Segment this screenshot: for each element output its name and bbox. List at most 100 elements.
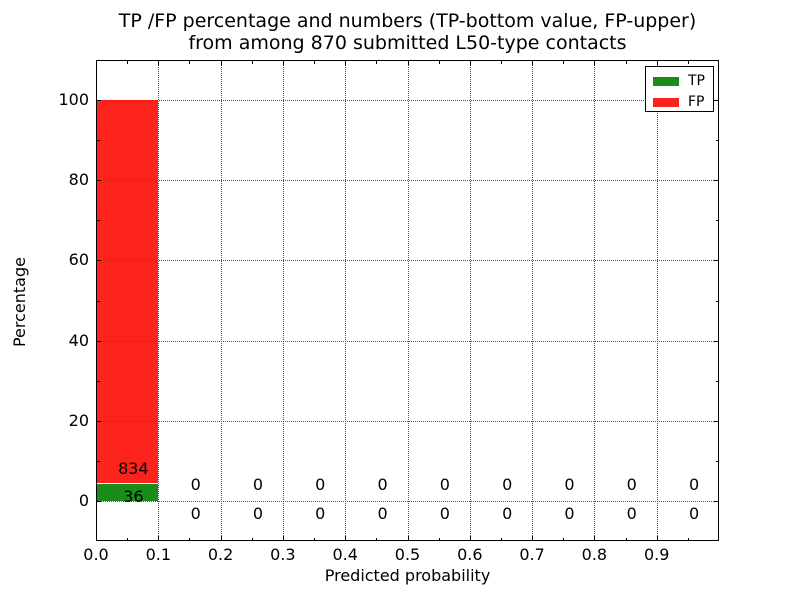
- tp-count-label-bin9: 0: [688, 503, 700, 523]
- bar-tp-bin0: [96, 484, 159, 501]
- fp-count-label-bin3: 0: [315, 475, 326, 495]
- fp-count-label-bin0: 834: [118, 458, 149, 478]
- x-tick-bottom: [282, 536, 284, 540]
- x-tick-label: 0.3: [270, 545, 296, 564]
- fp-count-label-bin6: 0: [502, 475, 513, 495]
- x-tick-top: [251, 61, 253, 64]
- tp-count-label-bin4: 0: [377, 503, 388, 523]
- x-tick-top: [345, 61, 347, 65]
- legend-swatch-tp-icon: [653, 76, 679, 86]
- x-tick-top: [687, 61, 689, 64]
- tp-count-label-bin8: 0: [626, 503, 637, 523]
- x-tick-top: [189, 61, 191, 64]
- chart-title: TP /FP percentage and numbers (TP-bottom…: [96, 10, 719, 54]
- x-tick-label: 0.9: [643, 545, 670, 564]
- plot-area: [96, 60, 719, 541]
- y-tick-left: [97, 260, 101, 262]
- gridline-vertical: [220, 61, 222, 540]
- chart-title-line2: from among 870 submitted L50-type contac…: [188, 32, 627, 54]
- y-tick-label: 40: [68, 330, 89, 350]
- y-tick-left: [97, 380, 100, 382]
- fp-count-label-bin5: 0: [439, 475, 450, 495]
- x-tick-bottom: [625, 537, 627, 540]
- tp-count-label-bin5: 0: [439, 503, 450, 523]
- x-tick-top: [282, 61, 284, 65]
- x-tick-bottom: [251, 537, 253, 540]
- x-tick-bottom: [158, 536, 160, 540]
- x-tick-bottom: [469, 536, 471, 540]
- legend-entry-tp: TP: [653, 73, 707, 89]
- y-tick-right: [714, 100, 718, 102]
- x-tick-top: [469, 61, 471, 65]
- tp-count-label-bin7: 0: [564, 503, 575, 523]
- x-tick-top: [314, 61, 316, 64]
- gridline-vertical: [407, 61, 409, 540]
- x-tick-label: 0.1: [145, 545, 172, 564]
- y-tick-left: [97, 140, 100, 142]
- y-tick-left: [97, 220, 100, 222]
- x-tick-bottom: [220, 536, 222, 540]
- fp-count-label-bin1: 0: [190, 475, 201, 495]
- x-tick-top: [438, 61, 440, 64]
- tp-count-label-bin2: 0: [252, 503, 264, 523]
- x-tick-label: 0.4: [332, 545, 358, 564]
- x-tick-top: [532, 61, 534, 65]
- x-tick-bottom: [189, 537, 191, 540]
- y-axis-label: Percentage: [10, 257, 29, 348]
- x-tick-label: 0.7: [519, 545, 545, 564]
- y-tick-right: [715, 220, 718, 222]
- x-tick-top: [563, 61, 565, 64]
- y-tick-right: [715, 300, 718, 302]
- x-tick-top: [158, 61, 160, 65]
- y-tick-left: [97, 300, 100, 302]
- gridline-vertical: [282, 61, 284, 540]
- fp-count-label-bin7: 0: [564, 475, 575, 495]
- legend-entry-fp: FP: [653, 94, 707, 110]
- tp-count-label-bin3: 0: [315, 503, 326, 523]
- y-tick-label: 20: [68, 410, 89, 430]
- x-tick-label: 0.6: [457, 545, 483, 564]
- x-tick-bottom: [127, 537, 129, 540]
- x-axis-label: Predicted probability: [324, 566, 491, 585]
- y-tick-right: [714, 420, 718, 422]
- x-tick-bottom: [376, 537, 378, 540]
- y-tick-label: 60: [68, 250, 89, 270]
- bar-fp-bin0: [96, 100, 159, 485]
- fp-count-label-bin4: 0: [377, 475, 388, 495]
- gridline-vertical: [469, 61, 471, 540]
- fp-count-label-bin2: 0: [252, 475, 264, 495]
- x-tick-bottom: [563, 537, 565, 540]
- y-tick-left: [97, 180, 101, 182]
- tp-count-label-bin0: 36: [123, 487, 144, 507]
- gridline-vertical: [345, 61, 347, 540]
- fp-count-label-bin8: 0: [626, 475, 637, 495]
- legend-label-fp: FP: [688, 94, 705, 110]
- gridline-vertical: [656, 61, 658, 540]
- y-tick-right: [715, 380, 718, 382]
- x-tick-top: [376, 61, 378, 64]
- y-tick-label: 0: [78, 490, 89, 510]
- x-tick-top: [625, 61, 627, 64]
- x-tick-top: [127, 61, 129, 64]
- y-tick-right: [714, 340, 718, 342]
- chart-title-line1: TP /FP percentage and numbers (TP-bottom…: [118, 10, 697, 32]
- gridline-vertical: [532, 61, 534, 540]
- x-tick-bottom: [500, 537, 502, 540]
- x-tick-bottom: [314, 537, 316, 540]
- legend-swatch-fp-icon: [653, 97, 679, 107]
- tp-count-label-bin6: 0: [502, 503, 513, 523]
- x-tick-label: 0.2: [207, 545, 234, 564]
- y-tick-label: 80: [68, 170, 89, 190]
- fp-count-label-bin9: 0: [688, 475, 700, 495]
- x-tick-label: 0.8: [581, 545, 608, 564]
- y-tick-label: 100: [58, 90, 89, 110]
- y-tick-right: [714, 500, 718, 502]
- gridline-vertical: [594, 61, 596, 540]
- gridline-vertical: [158, 61, 160, 540]
- y-tick-left: [97, 100, 101, 102]
- x-tick-bottom: [656, 536, 658, 540]
- x-tick-top: [656, 61, 658, 65]
- x-tick-bottom: [438, 537, 440, 540]
- x-tick-top: [594, 61, 596, 65]
